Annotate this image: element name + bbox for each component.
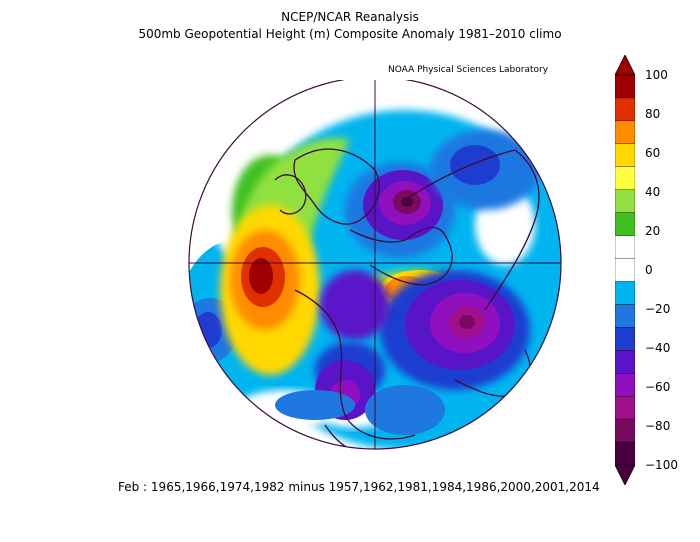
colorbar-tick-label: 80 (645, 107, 661, 121)
colorbar-tick-label: −80 (645, 419, 671, 433)
composite-years-caption: Feb : 1965,1966,1974,1982 minus 1957,196… (118, 480, 600, 494)
colorbar-swatch (615, 120, 635, 145)
map-boundary (188, 80, 562, 450)
colorbar-tick-label: −40 (645, 341, 671, 355)
colorbar-tick-label: 100 (645, 68, 668, 82)
colorbar-tick-label: −100 (645, 458, 678, 472)
colorbar-swatch (615, 97, 635, 122)
colorbar-min-arrow (615, 464, 635, 485)
colorbar-swatch (615, 189, 635, 214)
colorbar-swatch (615, 212, 635, 237)
colorbar-tick-label: −20 (645, 302, 671, 316)
colorbar-swatch (615, 281, 635, 306)
colorbar-swatch (615, 395, 635, 420)
colorbar-tick-label: −60 (645, 380, 671, 394)
colorbar-swatch (615, 350, 635, 374)
polar-anomaly-map (188, 80, 562, 450)
colorbar (615, 55, 635, 485)
colorbar-swatch (615, 327, 635, 351)
colorbar-swatch (615, 373, 635, 397)
colorbar-swatch (615, 304, 635, 329)
colorbar-swatch (615, 441, 635, 466)
map-subtitle: 500mb Geopotential Height (m) Composite … (138, 27, 562, 41)
map-title: NCEP/NCAR Reanalysis (281, 10, 419, 24)
colorbar-tick-label: 40 (645, 185, 661, 199)
colorbar-swatch (615, 235, 635, 260)
colorbar-swatch (615, 74, 635, 99)
colorbar-tick-label: 0 (645, 263, 653, 277)
colorbar-max-arrow (615, 55, 635, 76)
colorbar-swatch (615, 258, 635, 283)
colorbar-swatch (615, 418, 635, 443)
credit-label: NOAA Physical Sciences Laboratory (388, 65, 549, 75)
colorbar-tick-label: 60 (645, 146, 661, 160)
colorbar-swatch (615, 143, 635, 168)
colorbar-swatch (615, 166, 635, 191)
colorbar-swatches (615, 74, 635, 466)
colorbar-tick-label: 20 (645, 224, 661, 238)
